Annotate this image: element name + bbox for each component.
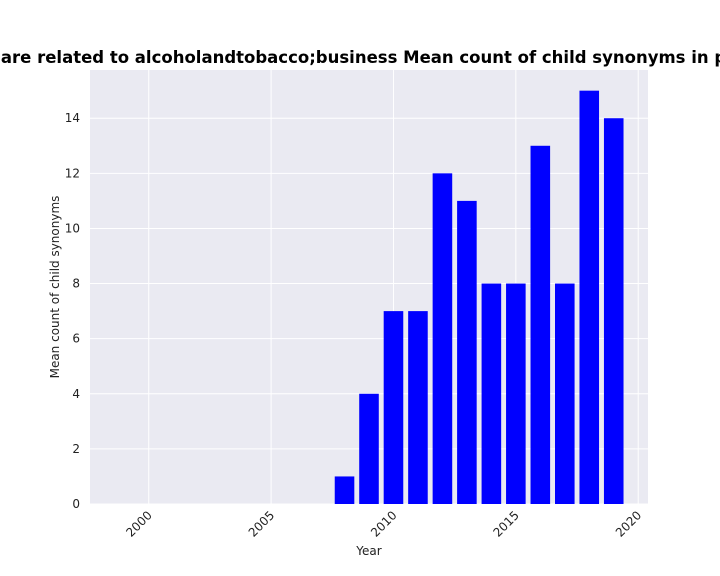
- bar-2011: [408, 311, 428, 504]
- y-tick-label: 0: [72, 497, 80, 511]
- bar-2008: [334, 476, 355, 504]
- x-tick-label: 2020: [613, 508, 644, 539]
- y-tick-label: 6: [72, 332, 80, 346]
- y-tick-label: 8: [72, 277, 80, 291]
- x-tick-label: 2010: [368, 508, 399, 539]
- bar-2010: [383, 311, 404, 504]
- bar-2019: [603, 118, 624, 504]
- x-axis-label: Year: [355, 544, 381, 558]
- y-tick-label: 12: [65, 166, 80, 180]
- x-tick-label: 2015: [490, 508, 521, 539]
- y-tick-label: 14: [65, 111, 80, 125]
- chart-title: Categories are related to alcoholandtoba…: [0, 48, 720, 67]
- y-tick-label: 10: [65, 221, 80, 235]
- bar-2017: [555, 283, 575, 504]
- bar-2013: [457, 200, 477, 504]
- bar-2018: [579, 90, 600, 505]
- x-tick-label: 2000: [123, 508, 154, 539]
- x-tick-labels: 2000 2005 2010 2015 2020: [123, 508, 644, 539]
- bar-2014: [481, 283, 502, 504]
- y-axis-label: Mean count of child synonyms: [48, 196, 62, 379]
- bars: [334, 90, 624, 505]
- y-tick-label: 2: [72, 442, 80, 456]
- bar-2009: [359, 393, 379, 504]
- x-tick-label: 2005: [246, 508, 277, 539]
- bar-2015: [506, 283, 526, 504]
- bar-2016: [530, 145, 551, 504]
- y-tick-labels: 0 2 4 6 8 10 12 14: [65, 111, 80, 511]
- bar-2012: [432, 173, 453, 505]
- y-tick-label: 4: [72, 387, 80, 401]
